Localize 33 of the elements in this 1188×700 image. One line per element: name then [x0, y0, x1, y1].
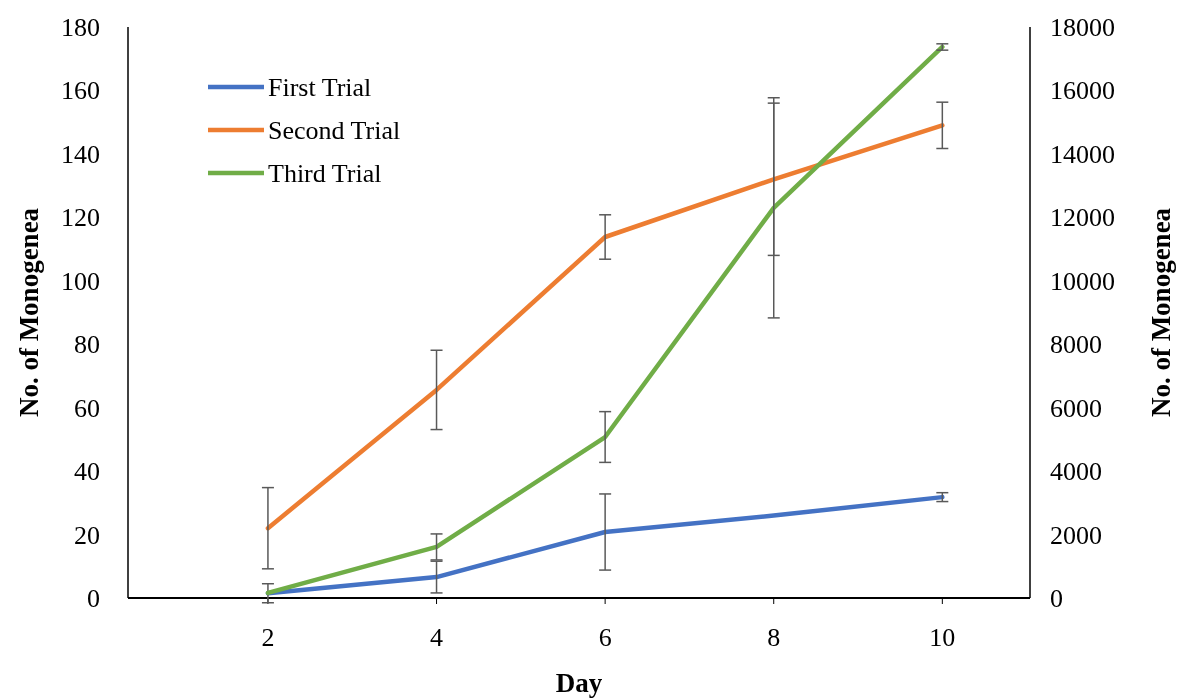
y-tick-label: 60: [74, 393, 100, 423]
y-tick-label: 80: [74, 330, 100, 360]
y-tick-label: 160: [61, 76, 100, 106]
y-tick-label: 40: [74, 457, 100, 487]
x-tick-label: 2: [261, 623, 275, 652]
x-tick-label: 10: [929, 623, 956, 652]
y2-tick-label: 18000: [1050, 13, 1115, 42]
y-tick-label: 20: [74, 520, 100, 550]
y-tick-label: 120: [61, 203, 100, 233]
y-tick-label: 0: [87, 584, 100, 613]
y2-tick-label: 10000: [1050, 266, 1115, 296]
y2-tick-label: 12000: [1050, 203, 1115, 233]
y2-tick-label: 4000: [1050, 457, 1102, 487]
legend-label: Third Trial: [268, 159, 382, 188]
x-axis-title: Day: [555, 668, 603, 698]
x-tick-label: 8: [767, 623, 781, 652]
y2-tick-label: 0: [1050, 584, 1063, 613]
line-series: [265, 123, 945, 531]
x-tick-label: 4: [430, 623, 444, 652]
y2-tick-label: 16000: [1050, 76, 1115, 106]
y2-tick-label: 6000: [1050, 393, 1102, 423]
y-tick-label: 100: [61, 266, 100, 296]
x-tick-label: 6: [598, 623, 612, 652]
y2-axis-title: No. of Monogenea: [1146, 207, 1176, 418]
legend-label: First Trial: [268, 73, 372, 102]
y2-tick-label: 2000: [1050, 520, 1102, 550]
y2-tick-label: 14000: [1050, 139, 1115, 169]
y-axis-title: No. of Monogenea: [14, 207, 44, 418]
line-series: [265, 44, 945, 596]
legend-label: Second Trial: [268, 116, 401, 145]
y-tick-label: 180: [61, 13, 100, 42]
y-tick-label: 140: [61, 139, 100, 169]
y2-tick-label: 8000: [1050, 330, 1102, 360]
